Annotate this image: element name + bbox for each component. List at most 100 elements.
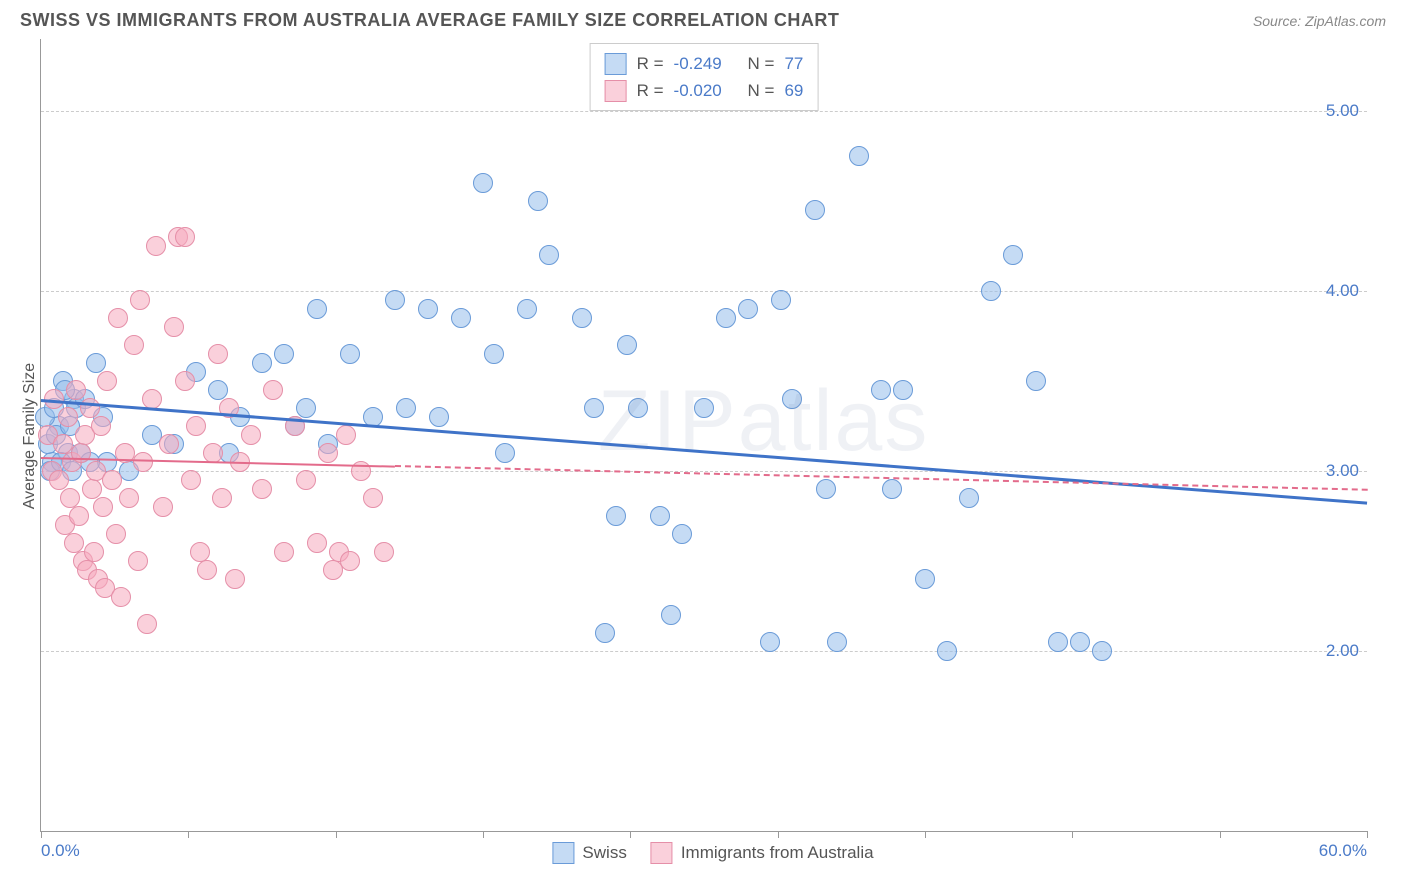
data-point-immigrants: [153, 497, 173, 517]
data-point-swiss: [595, 623, 615, 643]
data-point-swiss: [274, 344, 294, 364]
data-point-immigrants: [142, 389, 162, 409]
data-point-immigrants: [133, 452, 153, 472]
x-tick: [630, 831, 631, 838]
chart-header: SWISS VS IMMIGRANTS FROM AUSTRALIA AVERA…: [0, 0, 1406, 31]
legend-n-value: 69: [784, 77, 803, 104]
legend-r-label: R =: [637, 50, 664, 77]
data-point-swiss: [484, 344, 504, 364]
data-point-immigrants: [318, 443, 338, 463]
data-point-immigrants: [336, 425, 356, 445]
data-point-swiss: [528, 191, 548, 211]
data-point-immigrants: [102, 470, 122, 490]
data-point-immigrants: [66, 380, 86, 400]
data-point-immigrants: [111, 587, 131, 607]
x-tick: [1220, 831, 1221, 838]
data-point-swiss: [539, 245, 559, 265]
data-point-swiss: [572, 308, 592, 328]
data-point-immigrants: [130, 290, 150, 310]
legend-r-value: -0.249: [674, 50, 738, 77]
data-point-immigrants: [212, 488, 232, 508]
x-max-label: 60.0%: [1319, 841, 1367, 861]
legend-n-label: N =: [748, 77, 775, 104]
legend-item-swiss: Swiss: [552, 842, 626, 864]
data-point-swiss: [396, 398, 416, 418]
legend-n-label: N =: [748, 50, 775, 77]
data-point-swiss: [650, 506, 670, 526]
y-tick-label: 2.00: [1326, 641, 1359, 661]
data-point-swiss: [937, 641, 957, 661]
data-point-swiss: [915, 569, 935, 589]
data-point-immigrants: [137, 614, 157, 634]
legend-label-immigrants: Immigrants from Australia: [681, 843, 874, 863]
data-point-immigrants: [82, 479, 102, 499]
legend-r-label: R =: [637, 77, 664, 104]
data-point-immigrants: [60, 488, 80, 508]
data-point-immigrants: [274, 542, 294, 562]
data-point-swiss: [1070, 632, 1090, 652]
data-point-swiss: [771, 290, 791, 310]
data-point-immigrants: [80, 398, 100, 418]
data-point-swiss: [1092, 641, 1112, 661]
data-point-immigrants: [175, 371, 195, 391]
data-point-swiss: [738, 299, 758, 319]
legend-swatch-swiss: [552, 842, 574, 864]
data-point-swiss: [473, 173, 493, 193]
y-axis-label: Average Family Size: [21, 362, 39, 508]
trendline-immigrants-dashed: [395, 465, 1367, 491]
legend-r-value: -0.020: [674, 77, 738, 104]
data-point-swiss: [208, 380, 228, 400]
y-tick-label: 5.00: [1326, 101, 1359, 121]
gridline: [41, 291, 1367, 292]
data-point-swiss: [782, 389, 802, 409]
y-tick-label: 4.00: [1326, 281, 1359, 301]
data-point-swiss: [495, 443, 515, 463]
legend-swatch-immigrants: [605, 80, 627, 102]
data-point-swiss: [628, 398, 648, 418]
data-point-swiss: [307, 299, 327, 319]
data-point-immigrants: [197, 560, 217, 580]
chart-area: Average Family Size ZIPatlas R =-0.249N …: [40, 39, 1386, 832]
data-point-immigrants: [97, 371, 117, 391]
data-point-immigrants: [84, 542, 104, 562]
data-point-swiss: [959, 488, 979, 508]
data-point-swiss: [760, 632, 780, 652]
data-point-immigrants: [296, 470, 316, 490]
legend-stat-row-immigrants: R = -0.020 N = 69: [605, 77, 804, 104]
data-point-swiss: [385, 290, 405, 310]
data-point-swiss: [805, 200, 825, 220]
data-point-immigrants: [175, 227, 195, 247]
data-point-immigrants: [208, 344, 228, 364]
data-point-immigrants: [159, 434, 179, 454]
x-tick: [483, 831, 484, 838]
data-point-immigrants: [128, 551, 148, 571]
data-point-swiss: [1048, 632, 1068, 652]
data-point-swiss: [827, 632, 847, 652]
data-point-swiss: [1003, 245, 1023, 265]
data-point-swiss: [893, 380, 913, 400]
chart-title: SWISS VS IMMIGRANTS FROM AUSTRALIA AVERA…: [20, 10, 839, 31]
data-point-swiss: [517, 299, 537, 319]
data-point-immigrants: [225, 569, 245, 589]
x-tick: [1072, 831, 1073, 838]
legend-swatch-immigrants: [651, 842, 673, 864]
data-point-immigrants: [186, 416, 206, 436]
x-min-label: 0.0%: [41, 841, 80, 861]
data-point-immigrants: [241, 425, 261, 445]
data-point-immigrants: [124, 335, 144, 355]
scatter-plot: ZIPatlas R =-0.249N =77R =-0.020N =69 2.…: [40, 39, 1367, 832]
chart-source: Source: ZipAtlas.com: [1253, 13, 1386, 29]
data-point-swiss: [340, 344, 360, 364]
data-point-swiss: [418, 299, 438, 319]
data-point-immigrants: [252, 479, 272, 499]
data-point-swiss: [296, 398, 316, 418]
data-point-swiss: [871, 380, 891, 400]
data-point-immigrants: [106, 524, 126, 544]
data-point-swiss: [716, 308, 736, 328]
data-point-immigrants: [93, 497, 113, 517]
data-point-swiss: [429, 407, 449, 427]
legend-n-value: 77: [784, 50, 803, 77]
data-point-immigrants: [190, 542, 210, 562]
data-point-swiss: [882, 479, 902, 499]
legend-item-immigrants: Immigrants from Australia: [651, 842, 874, 864]
